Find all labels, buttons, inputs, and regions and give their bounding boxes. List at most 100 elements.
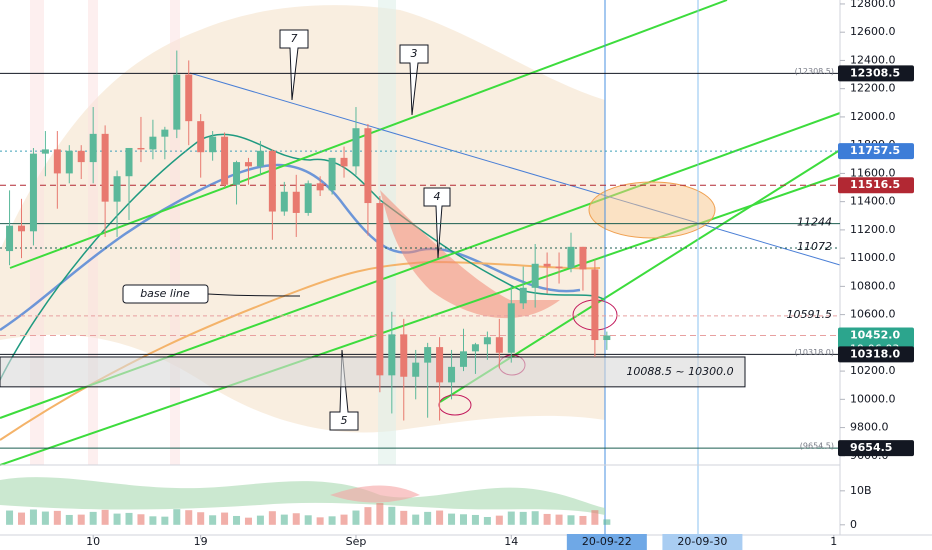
volume-bar xyxy=(603,519,611,525)
y-tick-label: 11200.0 xyxy=(850,223,896,236)
volume-bar xyxy=(555,514,563,525)
price-small-label: (10318.0) xyxy=(795,348,834,357)
candle-body xyxy=(209,136,217,153)
y-tick-label: 11600.0 xyxy=(850,166,896,179)
candle-body xyxy=(101,133,109,202)
volume-bar xyxy=(412,514,420,525)
candle-body xyxy=(137,147,145,150)
volume-bar xyxy=(18,512,26,525)
zone-label: 10088.5 ~ 10300.0 xyxy=(626,365,733,378)
x-tick-label: 1 xyxy=(830,535,837,548)
level-label: 10591.5 xyxy=(787,308,833,321)
candle-body xyxy=(519,287,527,304)
volume-bar xyxy=(161,516,169,525)
volume-bar xyxy=(256,515,264,525)
x-tick-label: 14 xyxy=(504,535,518,548)
price-tag xyxy=(838,143,914,160)
volume-bar xyxy=(424,511,432,525)
candle-body xyxy=(280,191,288,212)
candle-body xyxy=(483,337,491,345)
support-zone xyxy=(0,356,746,388)
candle-body xyxy=(125,147,133,177)
candle-body xyxy=(424,347,432,363)
candle-body xyxy=(29,153,37,232)
date-tag xyxy=(662,534,743,550)
volume-bar xyxy=(448,513,456,525)
volume-bar xyxy=(6,510,14,525)
candle-body xyxy=(412,362,420,377)
volume-bar xyxy=(292,513,300,525)
volume-bar xyxy=(101,509,109,525)
volume-bar xyxy=(244,517,252,525)
volume-bar xyxy=(340,514,348,525)
y-tick-label: 12000.0 xyxy=(850,110,896,123)
y-tick-label: 10600.0 xyxy=(850,308,896,321)
volume-bar xyxy=(41,511,49,525)
volume-bar xyxy=(519,511,527,525)
oscillator xyxy=(0,477,605,515)
annotation: base line xyxy=(140,287,190,300)
candle-body xyxy=(89,133,97,163)
price-tag xyxy=(838,65,914,82)
candle-body xyxy=(113,176,121,202)
volume-bar xyxy=(233,515,241,525)
volume-bar xyxy=(471,514,479,525)
volume-bar xyxy=(268,511,276,525)
candle-body xyxy=(292,191,300,213)
volume-bar xyxy=(567,515,575,525)
candle-body xyxy=(591,269,599,341)
candle-body xyxy=(328,157,336,191)
date-tag xyxy=(566,534,647,550)
volume-bar xyxy=(280,514,288,525)
candle-body xyxy=(161,129,169,137)
volume-bar xyxy=(304,515,312,525)
y-tick-label: 12400.0 xyxy=(850,53,896,66)
candle-body xyxy=(448,366,456,383)
volume-bar xyxy=(352,510,360,525)
candle-body xyxy=(53,149,61,174)
volume-bar xyxy=(495,515,503,525)
volume-bar xyxy=(543,513,551,525)
volume-bar xyxy=(328,516,336,525)
y2-tick-label: 0 xyxy=(850,518,857,531)
volume-bar xyxy=(77,514,85,525)
price-small-label: (12308.5) xyxy=(795,67,834,76)
candle-body xyxy=(41,149,49,154)
candle-body xyxy=(65,150,73,174)
candle-body xyxy=(6,225,14,252)
callout xyxy=(423,187,451,259)
volume-bar xyxy=(209,515,217,525)
drawings xyxy=(0,0,932,536)
candle-body xyxy=(400,334,408,377)
price-tag-label: 12308.5 xyxy=(850,66,900,79)
y-tick-label: 10000.0 xyxy=(850,392,896,405)
y-tick-label: 12200.0 xyxy=(850,82,896,95)
date-tag-label: 20-09-22 xyxy=(582,535,632,548)
volume-bar xyxy=(531,511,539,525)
volume-bar xyxy=(65,514,73,525)
price-tag xyxy=(838,177,914,194)
volume-bar xyxy=(125,512,133,525)
volume-bar xyxy=(173,509,181,525)
candle-body xyxy=(567,246,575,269)
annotation: 4 xyxy=(434,190,441,203)
volume-bar xyxy=(483,516,491,525)
volume-bar xyxy=(53,510,61,525)
candle-body xyxy=(543,263,551,267)
y-tick-label: 11000.0 xyxy=(850,251,896,264)
candle-body xyxy=(555,266,563,269)
candle-body xyxy=(459,351,467,367)
cloud-fill xyxy=(380,190,560,319)
circle-highlight xyxy=(438,394,472,416)
candle-body xyxy=(268,150,276,212)
candle-body xyxy=(471,344,479,352)
y-tick-label: 12600.0 xyxy=(850,25,896,38)
volume-bar xyxy=(197,512,205,525)
candle-body xyxy=(173,74,181,130)
candle-body xyxy=(256,150,264,167)
highlight-stripe xyxy=(88,0,98,465)
price-tag-label: 11757.5 xyxy=(850,144,900,157)
volume-bar xyxy=(364,507,372,525)
volume-bar xyxy=(89,511,97,525)
